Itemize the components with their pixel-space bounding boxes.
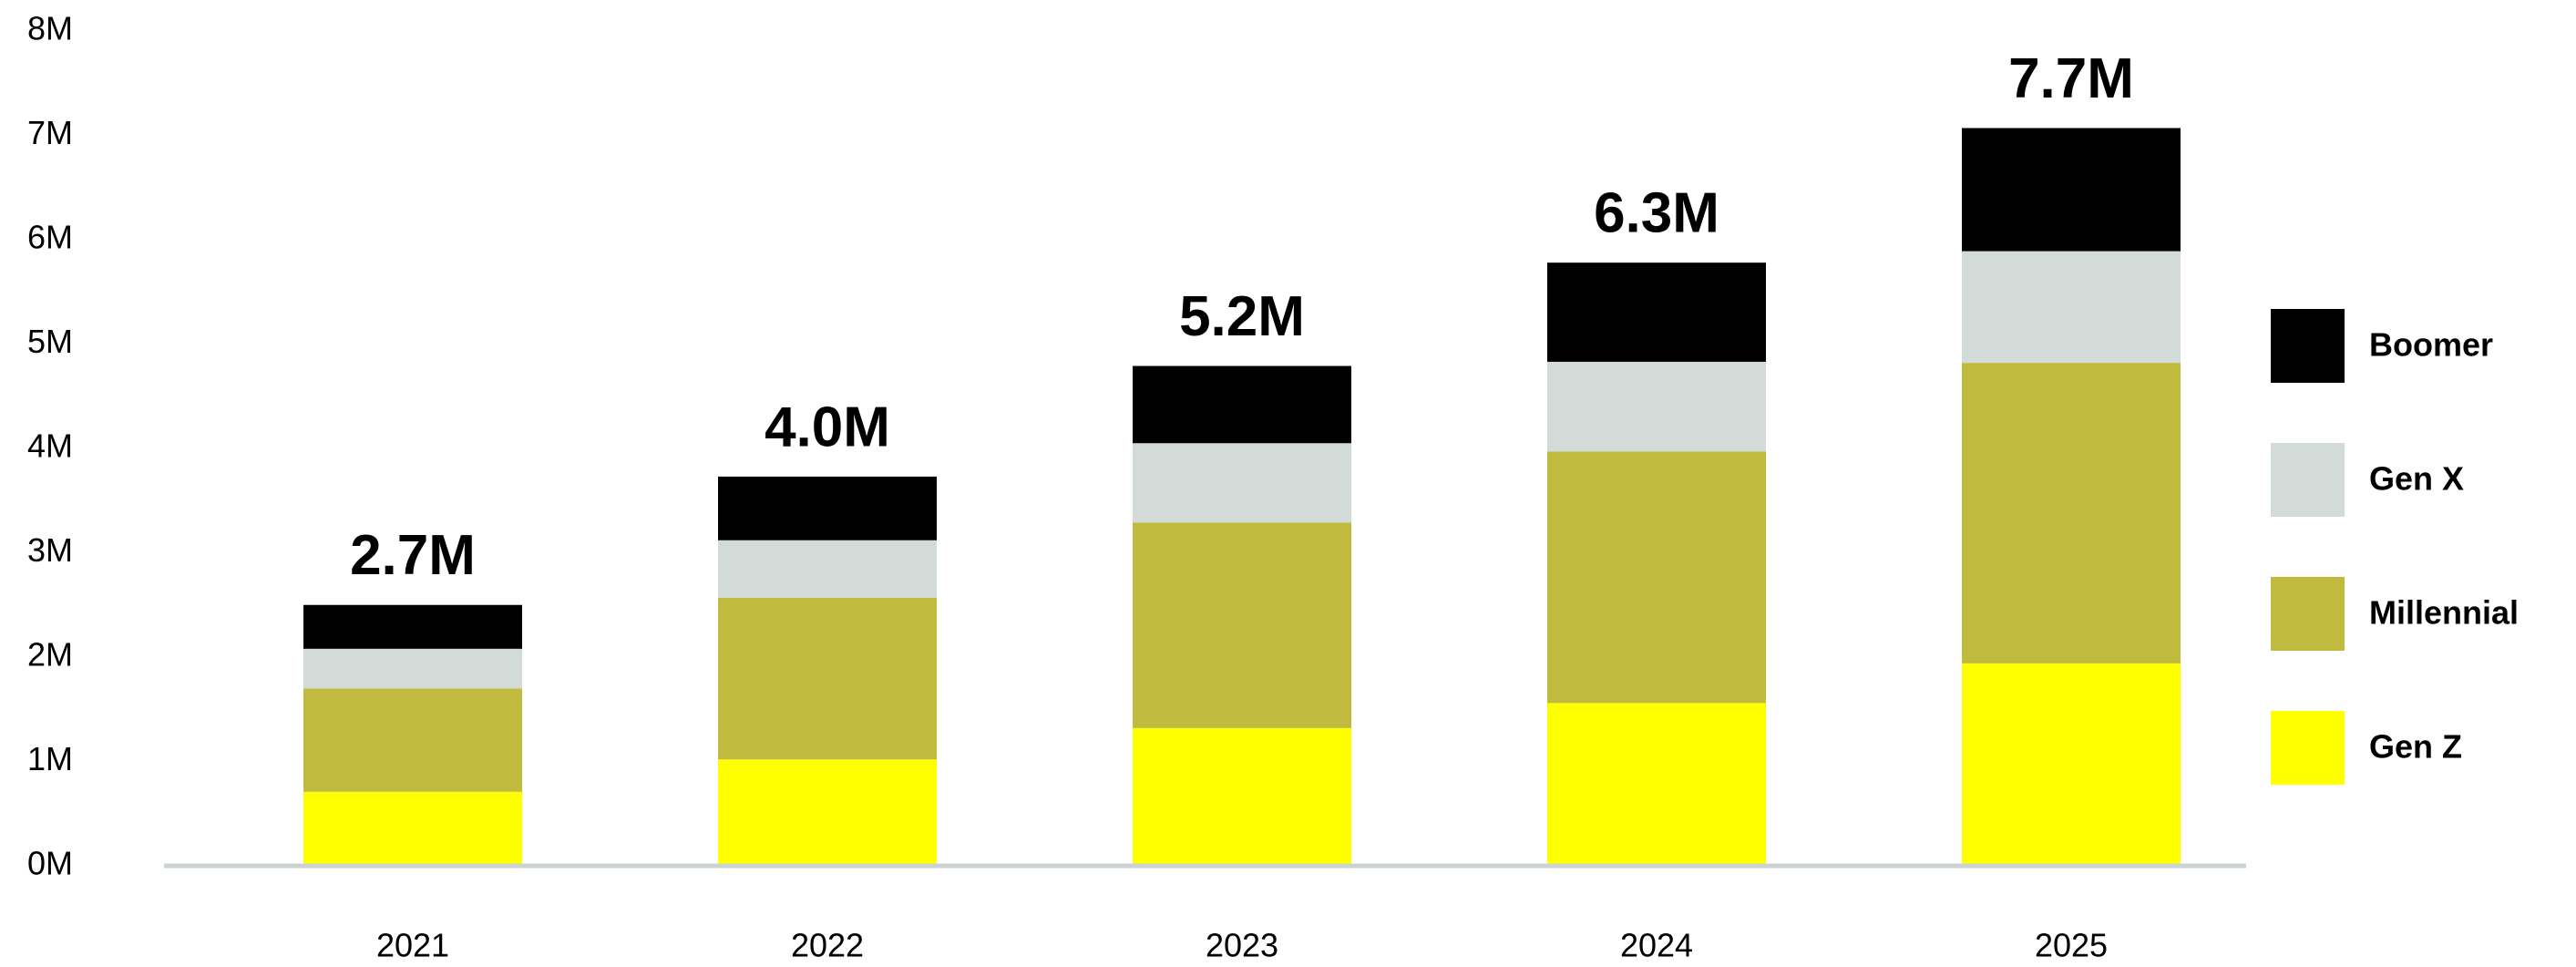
y-tick-label: 1M [27,740,73,777]
y-tick-label: 2M [27,636,73,674]
bar-segment [303,688,522,792]
bar-segment [1962,363,2181,664]
legend-swatch [2271,443,2345,517]
bar-segment [718,476,937,540]
bar-segment [718,597,937,760]
bar-segment [303,604,522,649]
bar-segment [1547,703,1766,866]
bar-segment [718,759,937,866]
y-tick-label: 5M [27,323,73,360]
legend-label: Millennial [2369,594,2519,632]
bar-segment [303,648,522,689]
bar-segment [1133,443,1351,523]
bar-segment [1962,251,2181,364]
x-tick-label: 2024 [1620,927,1693,964]
total-label: 2.7M [350,524,476,587]
bar-segment [303,791,522,866]
bar-segment [1133,365,1351,444]
x-tick-label: 2023 [1206,927,1278,964]
legend-label: Boomer [2369,326,2493,364]
legend-swatch [2271,577,2345,651]
bar-segment [1962,128,2181,252]
bar-segment [718,540,937,598]
total-label: 4.0M [765,396,890,458]
bar-segment [1962,663,2181,866]
legend-label: Gen X [2369,460,2464,498]
total-label: 5.2M [1179,285,1305,348]
bar-segment [1547,451,1766,704]
legend-swatch [2271,309,2345,383]
total-label: 7.7M [2008,47,2134,110]
x-tick-label: 2022 [791,927,864,964]
y-tick-label: 4M [27,427,73,465]
bar-segment [1547,361,1766,452]
legend-label: Gen Z [2369,728,2462,766]
bar-segment [1133,522,1351,728]
legend-swatch [2271,711,2345,785]
x-tick-label: 2025 [2035,927,2108,964]
y-tick-label: 0M [27,845,73,882]
y-tick-label: 6M [27,219,73,256]
y-tick-label: 7M [27,114,73,151]
x-tick-label: 2021 [376,927,449,964]
bar-segment [1133,727,1351,866]
y-tick-label: 8M [27,10,73,47]
bar-segment [1547,262,1766,362]
y-tick-label: 3M [27,531,73,569]
total-label: 6.3M [1594,182,1719,245]
